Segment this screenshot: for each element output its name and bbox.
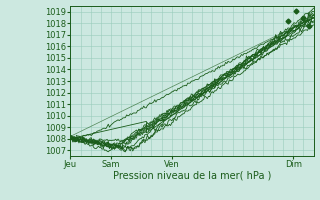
X-axis label: Pression niveau de la mer( hPa ): Pression niveau de la mer( hPa ) — [113, 171, 271, 181]
